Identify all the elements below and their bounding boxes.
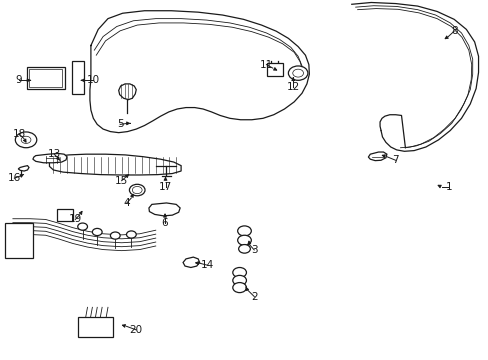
Circle shape (92, 228, 102, 235)
Polygon shape (49, 154, 181, 175)
Circle shape (238, 244, 250, 253)
FancyBboxPatch shape (29, 69, 61, 87)
Circle shape (132, 186, 142, 194)
Text: 20: 20 (129, 325, 142, 335)
Circle shape (15, 132, 37, 148)
Circle shape (288, 66, 307, 80)
Text: 2: 2 (250, 292, 257, 302)
Text: 10: 10 (86, 75, 100, 85)
Polygon shape (149, 203, 180, 216)
FancyBboxPatch shape (57, 210, 73, 221)
Circle shape (237, 226, 251, 236)
FancyBboxPatch shape (26, 67, 65, 89)
Text: 19: 19 (68, 215, 82, 224)
Text: 11: 11 (259, 59, 272, 69)
Circle shape (232, 283, 246, 293)
FancyBboxPatch shape (72, 61, 84, 94)
Text: 4: 4 (123, 198, 129, 208)
Circle shape (129, 184, 145, 196)
Text: 5: 5 (117, 120, 123, 129)
Text: 8: 8 (450, 26, 457, 36)
Circle shape (21, 136, 31, 143)
Text: 12: 12 (286, 82, 299, 92)
Circle shape (232, 275, 246, 285)
Text: 13: 13 (48, 149, 61, 159)
Text: 9: 9 (16, 75, 22, 85)
Text: 15: 15 (115, 176, 128, 186)
Text: 17: 17 (159, 182, 172, 192)
Text: 1: 1 (445, 182, 452, 192)
Text: 7: 7 (391, 155, 398, 165)
FancyBboxPatch shape (78, 317, 113, 337)
Polygon shape (18, 166, 29, 171)
Text: 14: 14 (201, 260, 214, 270)
Circle shape (110, 232, 120, 239)
Circle shape (78, 223, 87, 230)
Circle shape (232, 267, 246, 278)
Circle shape (237, 235, 251, 245)
Text: 3: 3 (250, 245, 257, 255)
Text: 18: 18 (13, 129, 26, 139)
Circle shape (292, 69, 303, 77)
Polygon shape (183, 257, 199, 267)
Polygon shape (33, 153, 67, 163)
Polygon shape (367, 152, 386, 161)
Text: 16: 16 (8, 173, 21, 183)
Circle shape (126, 231, 136, 238)
Text: 6: 6 (162, 218, 168, 228)
Polygon shape (119, 84, 136, 100)
FancyBboxPatch shape (266, 63, 282, 76)
FancyBboxPatch shape (4, 224, 33, 258)
